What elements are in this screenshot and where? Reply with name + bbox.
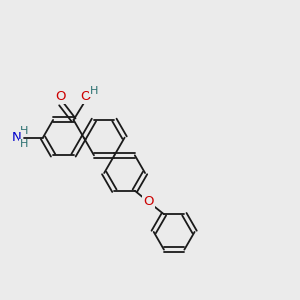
Text: H: H xyxy=(20,140,28,149)
Text: H: H xyxy=(20,126,28,136)
Text: O: O xyxy=(143,195,154,208)
Text: O: O xyxy=(55,90,66,103)
Text: N: N xyxy=(12,131,22,144)
Text: O: O xyxy=(81,90,91,103)
Text: H: H xyxy=(90,86,98,96)
